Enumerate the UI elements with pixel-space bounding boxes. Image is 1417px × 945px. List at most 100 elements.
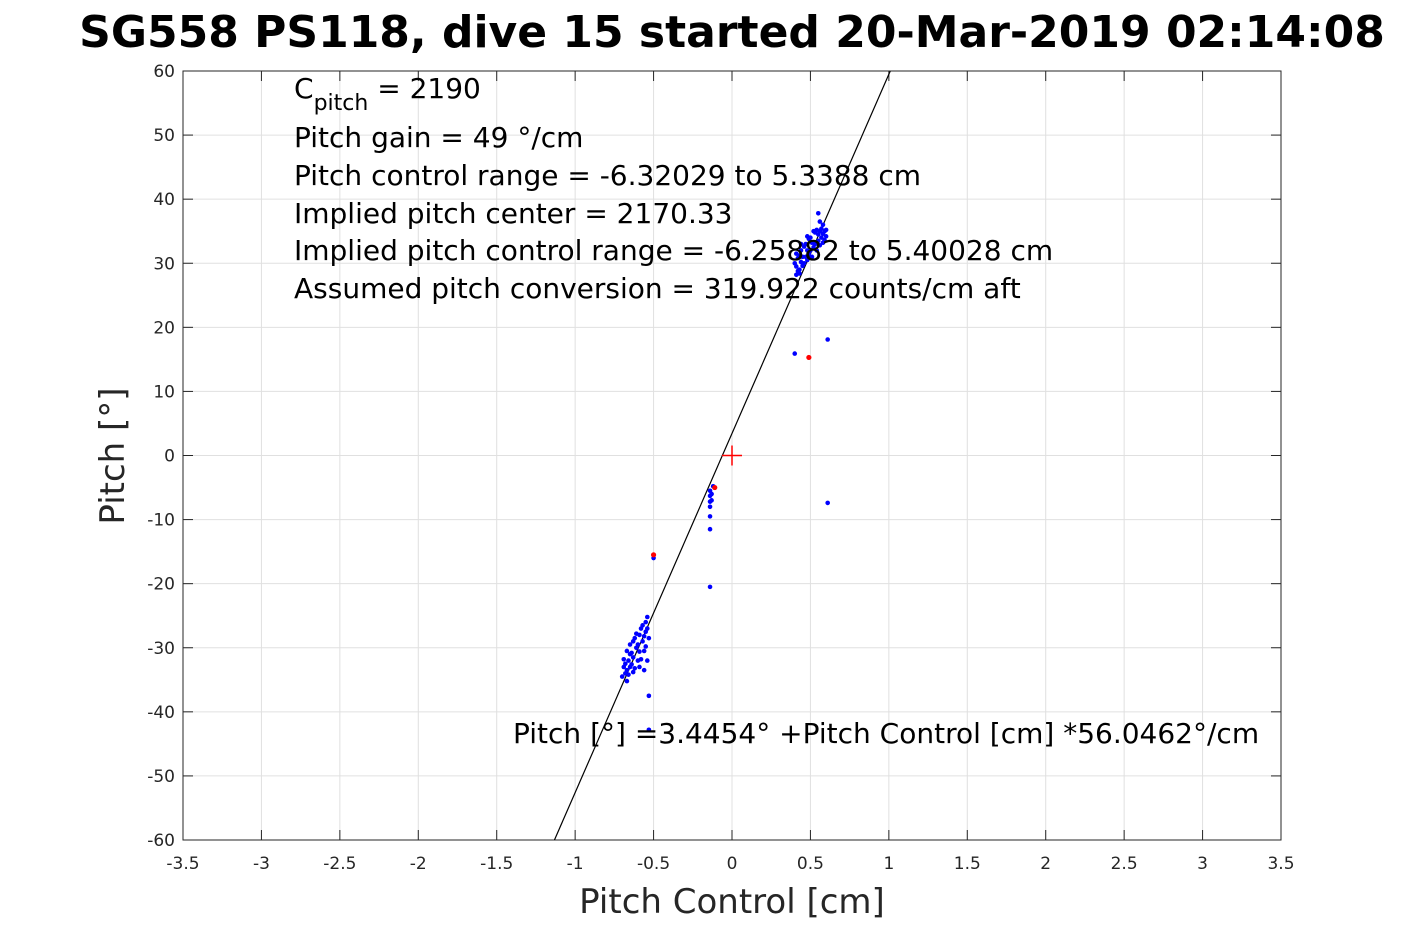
x-tick-labels: -3.5 -3 -2.5 -2 -1.5 -1 -0.5 0 0.5 1 1.5 2 2.5 3 3.5 [166, 854, 1294, 874]
data-point [812, 241, 818, 247]
x-tick-label: -3 [253, 854, 270, 874]
x-tick-label: 3 [1197, 854, 1208, 874]
data-point [643, 619, 649, 625]
data-point [641, 667, 647, 673]
data-point [797, 271, 802, 276]
data-points [619, 210, 830, 733]
x-tick-label: 1.5 [954, 854, 981, 874]
x-tick-label: 2 [1040, 854, 1051, 874]
y-tick-label: 60 [153, 62, 175, 82]
data-point [709, 498, 714, 503]
y-tick-labels: 60 50 40 30 20 10 0 -10 -20 -30 -40 -50 -60 [147, 62, 175, 851]
data-point [624, 678, 630, 684]
data-point [629, 650, 634, 656]
data-point [804, 257, 810, 263]
data-point [626, 658, 631, 663]
x-tick-label: 3.5 [1267, 854, 1294, 874]
data-point [822, 237, 827, 243]
center-marker-group [722, 445, 742, 466]
c-pitch-base: C [294, 72, 314, 105]
data-point [619, 674, 625, 679]
data-point [646, 635, 652, 641]
x-tick-label: 0.5 [797, 854, 824, 874]
chart-title: SG558 PS118, dive 15 started 20-Mar-2019… [79, 7, 1385, 58]
data-point [815, 238, 821, 244]
data-point [823, 227, 829, 233]
y-tick-label: -60 [147, 831, 175, 851]
data-point [638, 656, 644, 662]
c-pitch-subscript: pitch [314, 91, 369, 116]
highlight-point [650, 552, 657, 558]
data-point [825, 337, 830, 342]
y-tick-label: 20 [153, 318, 175, 338]
data-point [794, 251, 799, 256]
x-tick-label: 1 [883, 854, 894, 874]
data-point [808, 248, 813, 253]
implied-pitch-range-annotation: Implied pitch control range = -6.25882 t… [294, 234, 1053, 267]
data-point [792, 351, 798, 356]
y-tick-label: 40 [153, 190, 175, 210]
data-point [630, 655, 636, 660]
axis-ticks [182, 70, 1282, 841]
fit-equation-annotation: Pitch [°] =3.4454° +Pitch Control [cm] *… [513, 717, 1259, 750]
data-point [707, 526, 713, 532]
data-point [637, 664, 642, 670]
x-tick-label: 2.5 [1111, 854, 1138, 874]
data-point [624, 648, 630, 654]
y-tick-label: -40 [147, 703, 175, 723]
data-point [803, 241, 809, 247]
data-point [823, 234, 829, 239]
x-tick-label: -0.5 [637, 854, 670, 874]
x-tick-label: 0 [727, 854, 738, 874]
data-point [626, 672, 631, 677]
c-pitch-value: = 2190 [368, 72, 481, 105]
data-point [798, 241, 804, 247]
data-point [707, 584, 713, 590]
data-point [820, 222, 826, 228]
x-tick-label: -1 [567, 854, 584, 874]
data-point [632, 635, 638, 641]
data-point [632, 665, 638, 671]
y-tick-label: 0 [164, 447, 175, 467]
data-point [797, 267, 802, 272]
data-point [646, 727, 652, 733]
y-tick-label: -30 [147, 639, 175, 659]
data-point [798, 248, 804, 253]
data-point [637, 632, 642, 638]
data-point [627, 642, 633, 647]
data-point [817, 243, 823, 248]
data-point [809, 254, 815, 260]
data-point [635, 642, 641, 647]
x-tick-label: -2.5 [323, 854, 356, 874]
data-point [646, 693, 652, 699]
y-tick-label: 50 [153, 126, 175, 146]
data-point [707, 504, 713, 510]
highlight-point [806, 354, 812, 361]
data-point [637, 649, 642, 654]
data-point [629, 662, 634, 667]
data-point [641, 648, 647, 654]
pitch-gain-annotation: Pitch gain = 49 °/cm [294, 121, 583, 154]
data-point [630, 669, 636, 675]
c-pitch-annotation: Cpitch = 2190 [294, 72, 481, 116]
y-tick-label: 30 [153, 254, 175, 274]
implied-pitch-center-annotation: Implied pitch center = 2170.33 [294, 197, 732, 230]
data-point [817, 219, 823, 224]
data-point [801, 260, 807, 266]
data-point [641, 633, 647, 639]
data-point [804, 234, 810, 239]
data-point [644, 626, 650, 631]
data-point [643, 644, 649, 649]
data-point [640, 623, 645, 628]
x-axis-label: Pitch Control [cm] [579, 882, 885, 922]
data-point [792, 260, 798, 266]
data-point [815, 210, 821, 216]
pitch-control-range-annotation: Pitch control range = -6.32029 to 5.3388… [294, 159, 921, 192]
data-point [640, 639, 645, 644]
data-point [621, 656, 627, 662]
y-tick-label: -50 [147, 767, 175, 787]
y-tick-label: -10 [147, 511, 175, 531]
assumed-conversion-annotation: Assumed pitch conversion = 319.922 count… [294, 272, 1021, 305]
y-axis-label: Pitch [°] [93, 387, 133, 524]
